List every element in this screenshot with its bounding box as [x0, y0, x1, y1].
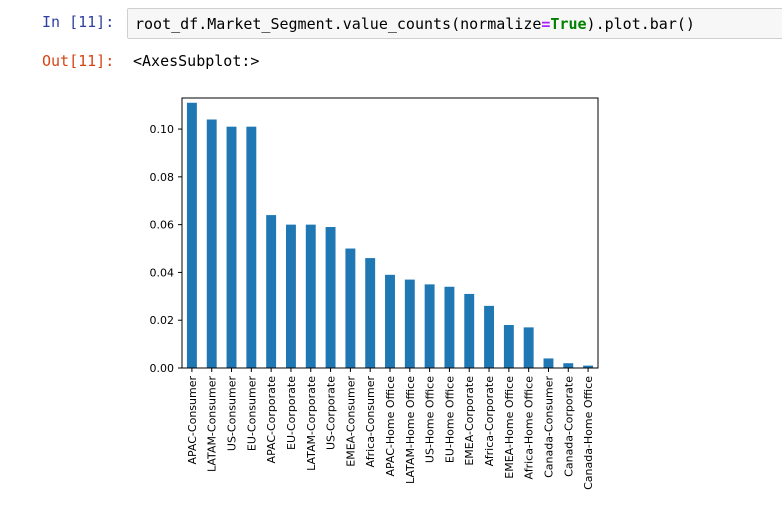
bar: [305, 224, 316, 368]
x-tick-label: LATAM-Corporate: [305, 376, 318, 471]
bar: [523, 327, 534, 368]
bar: [365, 258, 376, 368]
output-prompt: Out[11]:: [42, 52, 115, 70]
bar: [444, 286, 455, 368]
bar: [266, 215, 277, 368]
x-tick-label: Africa-Consumer: [364, 376, 377, 468]
x-tick-label: EMEA-Consumer: [344, 376, 357, 467]
bar: [286, 224, 296, 368]
bar: [385, 274, 395, 368]
code-editor[interactable]: root_df.Market_Segment.value_counts(norm…: [127, 8, 782, 39]
y-tick-label: 0.08: [150, 171, 175, 184]
x-tick-label: EMEA-Home Office: [503, 376, 516, 479]
x-tick-label: US-Corporate: [325, 376, 338, 450]
x-tick-label: EU-Home Office: [443, 376, 456, 463]
y-tick-label: 0.06: [150, 219, 175, 232]
x-tick-label: LATAM-Consumer: [206, 376, 219, 472]
x-tick-label: Canada-Home Office: [582, 376, 595, 490]
bar: [345, 248, 356, 368]
x-tick-label: US-Consumer: [226, 376, 239, 452]
input-cell[interactable]: In [11]: root_df.Market_Segment.value_co…: [0, 0, 782, 44]
x-tick-label: APAC-Consumer: [186, 376, 199, 465]
code-equals: =: [541, 15, 551, 33]
y-tick-label: 0.10: [150, 123, 175, 136]
y-tick-label: 0.02: [150, 314, 175, 327]
x-tick-label: EU-Consumer: [245, 376, 258, 452]
bar: [246, 126, 257, 368]
bar: [424, 284, 435, 368]
bar: [325, 227, 336, 368]
code-keyword-true: True: [550, 15, 587, 33]
x-tick-label: LATAM-Home Office: [404, 376, 417, 484]
bar: [503, 324, 514, 368]
y-tick-label: 0.04: [150, 266, 175, 279]
x-tick-label: EMEA-Corporate: [463, 376, 476, 466]
bar: [206, 119, 217, 368]
x-tick-label: Africa-Corporate: [483, 376, 496, 467]
x-tick-label: Canada-Corporate: [562, 376, 575, 477]
bar: [464, 293, 475, 368]
output-repr: <AxesSubplot:>: [133, 52, 260, 70]
x-tick-label: EU-Corporate: [285, 376, 298, 450]
x-tick-label: APAC-Corporate: [265, 376, 278, 464]
bar: [583, 365, 594, 368]
bar: [186, 102, 197, 369]
y-tick-label: 0.00: [150, 362, 175, 375]
input-prompt: In [11]:: [42, 13, 115, 31]
bar: [484, 305, 494, 368]
x-tick-label: Canada-Consumer: [542, 376, 555, 478]
code-line[interactable]: root_df.Market_Segment.value_counts(norm…: [135, 14, 695, 34]
bar: [226, 126, 237, 368]
x-tick-label: US-Home Office: [424, 376, 437, 463]
bar-chart: 0.00 0.02 0.04 0.06 0.08 0.10 APAC-Consumer LAT…: [130, 88, 630, 516]
x-tick-label: APAC-Home Office: [384, 376, 397, 477]
bar: [404, 279, 415, 368]
code-main: root_df.Market_Segment.value_counts(norm…: [135, 15, 542, 33]
code-tail: ).plot.bar(): [586, 15, 695, 33]
bar: [563, 363, 574, 368]
bar: [543, 358, 554, 368]
x-tick-label: Africa-Home Office: [523, 376, 536, 480]
bar-chart-svg: 0.00 0.02 0.04 0.06 0.08 0.10 APAC-Consumer LAT…: [150, 97, 599, 490]
